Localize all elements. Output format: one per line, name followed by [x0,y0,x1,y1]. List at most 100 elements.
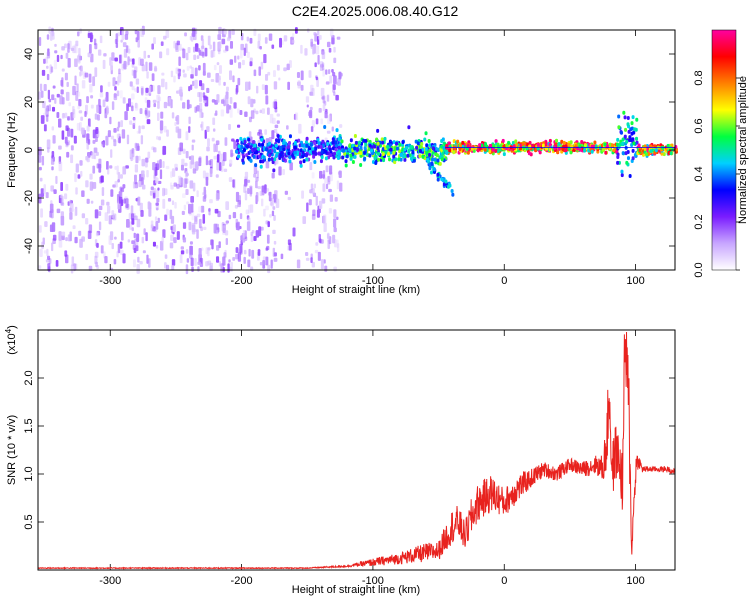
spectrogram-cell [51,242,54,252]
spectrogram-cell [153,37,156,45]
spectrogram-cell [349,156,353,161]
spectrogram-cell [185,131,189,141]
spectrogram-cell [286,144,290,149]
spectrogram-cell [260,137,264,142]
spectrogram-cell [66,81,69,88]
spectrogram-cell [519,146,523,151]
spectrogram-cell [73,136,77,144]
spectrogram-cell [345,154,349,159]
snr-x-tick-label: 100 [626,575,644,587]
spectrogram-cell [139,261,143,265]
spectrogram-cell [186,99,190,110]
spectrogram-cell [119,54,122,64]
spectrogram-cell [435,153,439,158]
spectrogram-cell [266,107,270,115]
spectrogram-cell [250,98,254,108]
spectrogram-cell [178,56,181,67]
spectrogram-cell [185,249,189,254]
spectrogram-cell [363,150,367,155]
spectrogram-cell [288,155,292,160]
spectrogram-cell [320,118,323,125]
spectrogram-cell [265,256,269,266]
spectrogram-cell [239,243,243,253]
spectrogram-cell [69,212,73,220]
spectrogram-cell [283,67,287,72]
spectrogram-cell [638,148,642,153]
spectrogram-cell [264,84,268,95]
spectrogram-cell [627,129,631,134]
spectrogram-cell [536,142,540,147]
spectrogram-cell [332,234,336,244]
colorbar-gradient [711,29,737,271]
spectrogram-cell [223,81,226,86]
spectrogram-cell [144,157,148,168]
spectrogram-cell [227,263,230,273]
spectrogram-cell [248,204,251,214]
spectrogram-cell [148,207,152,217]
spectrogram-cell [94,113,98,120]
spectrogram-cell [47,263,51,272]
spectrogram-cell [48,104,51,112]
spectrogram-cell [276,64,280,71]
spectrogram-cell [161,236,165,243]
spectrogram-cell [194,217,198,222]
spectrogram-cell [488,149,492,154]
spectrogram-cell [166,129,169,137]
spectrogram-cell [190,84,193,91]
spectrogram-cell [314,146,318,151]
spectrogram-cell [186,65,190,71]
spectrogram-cell [521,142,525,147]
snr-x-tick-label: 0 [501,575,507,587]
spectrogram-cell [187,46,191,54]
spectrogram-cell [635,136,639,141]
spectrogram-cell [279,145,283,150]
spectrogram-cell [268,141,272,146]
spectrogram-cell [313,159,317,164]
spectrogram-cell [182,222,187,229]
spectrogram-cell [113,127,117,133]
spectrogram-cell [152,191,156,198]
spectrogram-cell [616,137,620,142]
spectrogram-cell [255,230,260,238]
spectrogram-cell [90,95,94,99]
spectrogram-cell [207,248,210,257]
spectrogram-cell [228,259,231,263]
spectrogram-cell [351,160,355,165]
spectrogram-cell [200,123,203,128]
spectrogram-cell [193,30,197,41]
spectrogram-cell [70,264,74,274]
spectrogram-cell [298,152,302,157]
spectrogram-cell [331,140,335,145]
spectrogram-cell [86,125,90,132]
spectrogram-cell [135,155,139,164]
spectrogram-cell [94,251,99,258]
spectrogram-cell [278,77,281,81]
spectrogram-cell [102,99,106,108]
spectrogram-cell [544,146,548,151]
spectrogram-cell [315,45,320,55]
spectrogram-cell [612,148,616,153]
spectrogram-cell [184,32,187,37]
spectrogram-cell [61,113,65,119]
spectrogram-cell [447,141,451,146]
spectrogram-cell [340,139,344,144]
spectrogram-cell [333,218,337,228]
spectrogram-cell [147,54,150,58]
spectrogram-cell [185,264,189,275]
spectrogram-cell [110,61,113,71]
spectrogram-cell [375,137,379,142]
spectrogram-cell [255,192,259,202]
spectrogram-cell [134,182,139,189]
spectrogram-cell [170,70,174,78]
spectrogram-cell [159,169,163,180]
spectrogram-cell [376,146,380,151]
spectrogram-cell [333,57,337,64]
spectrogram-cell [389,147,393,152]
spectrogram-cell [336,216,339,221]
spectrogram-cell [392,150,396,155]
spectrogram-cell [126,219,130,228]
spectrogram-cell [188,203,192,214]
spectrogram-cell [306,202,309,212]
spectrogram-cell [155,221,159,230]
spectrogram-cell [48,98,52,103]
